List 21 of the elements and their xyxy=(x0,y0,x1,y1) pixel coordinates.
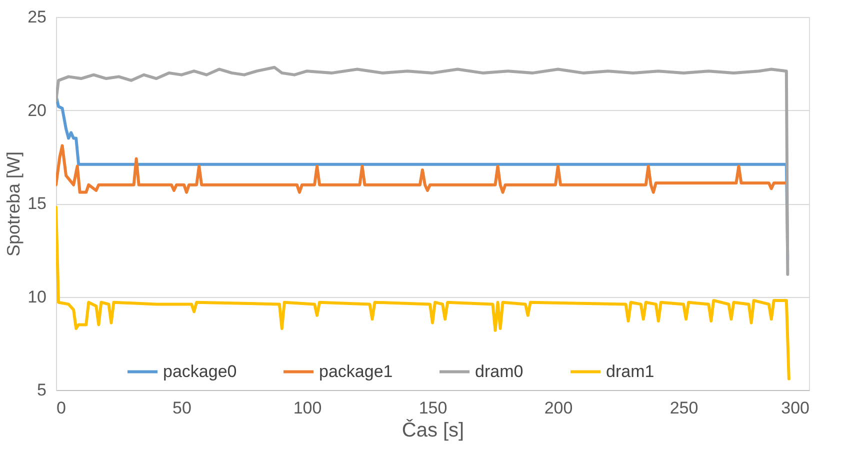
y-tick-label: 10 xyxy=(28,287,46,306)
y-axis-title: Spotreba [W] xyxy=(4,151,24,257)
x-tick-label: 100 xyxy=(293,398,322,418)
x-tick-label: 0 xyxy=(56,398,66,418)
legend-label: package0 xyxy=(163,362,237,381)
y-tick-label: 20 xyxy=(28,100,46,120)
y-tick-label: 15 xyxy=(28,194,46,213)
line-series xyxy=(56,206,790,380)
x-axis-title: Čas [s] xyxy=(402,418,464,442)
x-tick-label: 150 xyxy=(418,398,448,418)
legend-label: dram0 xyxy=(475,362,524,381)
legend-label: dram1 xyxy=(606,362,654,381)
x-tick-label: 50 xyxy=(172,398,192,418)
line-series xyxy=(56,144,788,194)
line-series xyxy=(56,66,790,276)
x-tick-label: 250 xyxy=(670,398,698,418)
legend-label: package1 xyxy=(319,362,393,381)
y-tick-label: 25 xyxy=(28,8,46,26)
y-tick-label: 5 xyxy=(37,380,46,400)
x-tick-label: 300 xyxy=(781,398,810,418)
x-tick-label: 200 xyxy=(544,398,573,418)
